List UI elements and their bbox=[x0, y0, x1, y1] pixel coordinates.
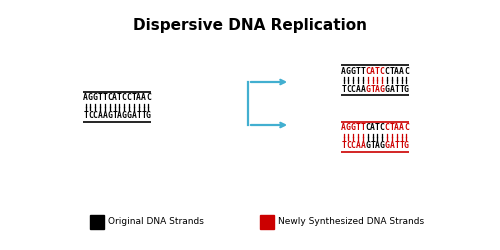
Text: C: C bbox=[404, 66, 409, 76]
Text: T: T bbox=[399, 84, 404, 94]
Text: C: C bbox=[346, 84, 351, 94]
Text: C: C bbox=[351, 142, 356, 150]
Text: A: A bbox=[390, 142, 394, 150]
Text: C: C bbox=[126, 94, 132, 102]
Text: C: C bbox=[351, 84, 356, 94]
Text: T: T bbox=[394, 142, 399, 150]
Text: C: C bbox=[88, 112, 93, 120]
Text: G: G bbox=[346, 66, 351, 76]
Text: A: A bbox=[360, 84, 366, 94]
Text: C: C bbox=[146, 94, 151, 102]
Text: T: T bbox=[360, 124, 366, 132]
Text: T: T bbox=[141, 112, 146, 120]
Text: Newly Synthesized DNA Strands: Newly Synthesized DNA Strands bbox=[278, 218, 424, 226]
Text: T: T bbox=[390, 124, 394, 132]
Text: G: G bbox=[380, 84, 384, 94]
Text: T: T bbox=[341, 142, 346, 150]
Text: A: A bbox=[132, 112, 136, 120]
Text: T: T bbox=[390, 66, 394, 76]
Text: A: A bbox=[370, 124, 375, 132]
Text: G: G bbox=[122, 112, 126, 120]
Text: T: T bbox=[394, 84, 399, 94]
Text: A: A bbox=[102, 112, 108, 120]
Text: C: C bbox=[366, 66, 370, 76]
Text: A: A bbox=[370, 66, 375, 76]
Text: T: T bbox=[132, 94, 136, 102]
Text: A: A bbox=[341, 124, 346, 132]
Text: G: G bbox=[146, 112, 151, 120]
Text: G: G bbox=[108, 112, 112, 120]
Text: C: C bbox=[346, 142, 351, 150]
Text: T: T bbox=[399, 142, 404, 150]
Text: T: T bbox=[356, 66, 360, 76]
Text: G: G bbox=[351, 124, 356, 132]
Text: C: C bbox=[384, 66, 390, 76]
Text: A: A bbox=[341, 66, 346, 76]
Text: A: A bbox=[394, 66, 399, 76]
Text: T: T bbox=[356, 124, 360, 132]
Text: A: A bbox=[83, 94, 88, 102]
Text: G: G bbox=[351, 66, 356, 76]
Text: C: C bbox=[93, 112, 98, 120]
Text: G: G bbox=[126, 112, 132, 120]
Text: A: A bbox=[356, 142, 360, 150]
Text: G: G bbox=[384, 142, 390, 150]
Text: T: T bbox=[83, 112, 88, 120]
Text: G: G bbox=[366, 84, 370, 94]
Text: C: C bbox=[366, 124, 370, 132]
Text: A: A bbox=[117, 112, 122, 120]
Text: A: A bbox=[399, 124, 404, 132]
Text: C: C bbox=[384, 124, 390, 132]
Text: G: G bbox=[404, 84, 409, 94]
Text: C: C bbox=[404, 124, 409, 132]
Text: T: T bbox=[102, 94, 108, 102]
Text: A: A bbox=[399, 66, 404, 76]
Text: T: T bbox=[375, 66, 380, 76]
Text: T: T bbox=[136, 112, 141, 120]
Text: C: C bbox=[108, 94, 112, 102]
Text: G: G bbox=[93, 94, 98, 102]
Text: C: C bbox=[380, 66, 384, 76]
Text: T: T bbox=[112, 112, 117, 120]
Text: A: A bbox=[136, 94, 141, 102]
Text: T: T bbox=[360, 66, 366, 76]
Text: T: T bbox=[341, 84, 346, 94]
Text: A: A bbox=[98, 112, 102, 120]
Text: A: A bbox=[360, 142, 366, 150]
Text: G: G bbox=[88, 94, 93, 102]
Text: A: A bbox=[112, 94, 117, 102]
Text: Original DNA Strands: Original DNA Strands bbox=[108, 218, 204, 226]
Text: T: T bbox=[375, 124, 380, 132]
Text: G: G bbox=[346, 124, 351, 132]
Text: C: C bbox=[380, 124, 384, 132]
Text: G: G bbox=[404, 142, 409, 150]
Text: A: A bbox=[394, 124, 399, 132]
Text: A: A bbox=[141, 94, 146, 102]
Text: Dispersive DNA Replication: Dispersive DNA Replication bbox=[133, 18, 367, 33]
Text: A: A bbox=[375, 142, 380, 150]
Text: T: T bbox=[117, 94, 122, 102]
Text: C: C bbox=[122, 94, 126, 102]
Text: T: T bbox=[370, 142, 375, 150]
Bar bbox=[260, 215, 274, 229]
Text: G: G bbox=[384, 84, 390, 94]
Bar bbox=[90, 215, 104, 229]
Text: G: G bbox=[366, 142, 370, 150]
Text: T: T bbox=[98, 94, 102, 102]
Text: A: A bbox=[390, 84, 394, 94]
Text: T: T bbox=[370, 84, 375, 94]
Text: A: A bbox=[356, 84, 360, 94]
Text: G: G bbox=[380, 142, 384, 150]
Text: A: A bbox=[375, 84, 380, 94]
